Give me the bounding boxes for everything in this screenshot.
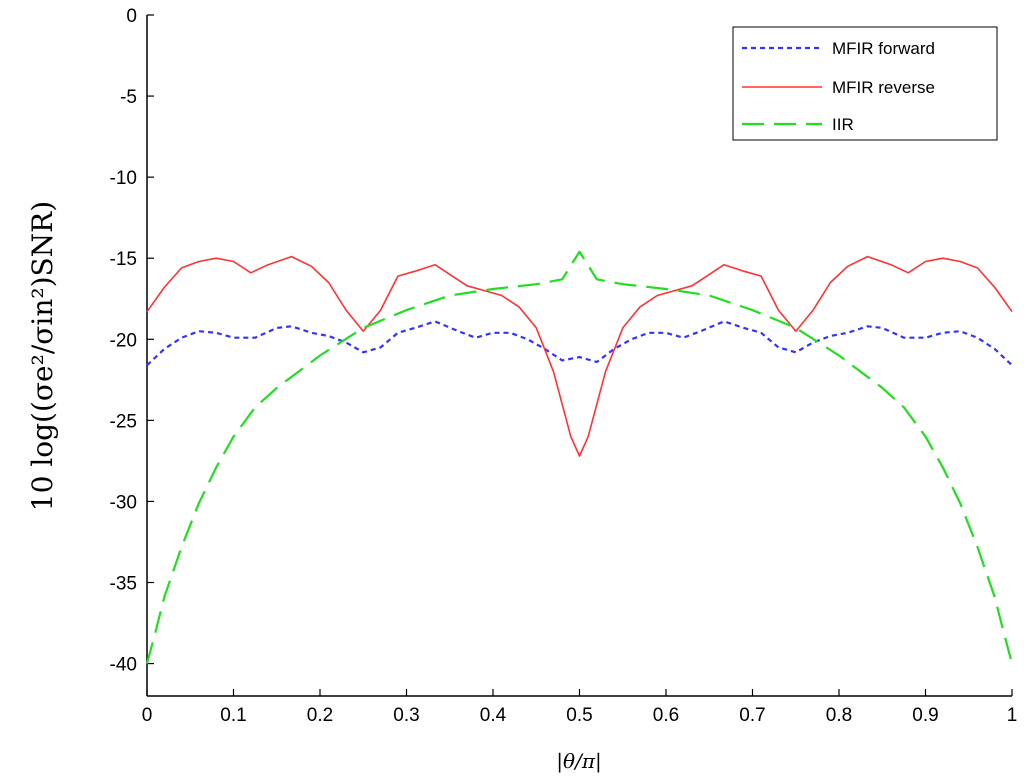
- series-line-mfir-forward: [146, 320, 1013, 367]
- legend: MFIR forward MFIR reverse IIR: [732, 26, 998, 141]
- x-tick-label: 0.4: [480, 705, 507, 726]
- y-tick-label: 0: [126, 6, 137, 27]
- legend-label-iir: IIR: [832, 115, 854, 134]
- legend-label-mfir-forward: MFIR forward: [832, 39, 935, 58]
- x-tick-label: 0.6: [653, 705, 679, 726]
- y-tick-label: -25: [110, 411, 137, 432]
- x-tick-label: 0.2: [307, 705, 333, 726]
- y-tick-label: -40: [110, 655, 137, 676]
- y-tick-label: -5: [120, 87, 137, 108]
- legend-box: [732, 26, 998, 141]
- y-tick-label: -35: [110, 574, 137, 595]
- x-axis-title: |θ/π|: [556, 749, 601, 774]
- series-line-iir: [145, 250, 1014, 664]
- series-line-mfir-reverse: [146, 255, 1013, 457]
- y-tick-label: -10: [110, 168, 137, 189]
- x-tick-label: 0.8: [826, 705, 852, 726]
- x-tick-label: 1: [1007, 705, 1018, 726]
- legend-entries: MFIR forward MFIR reverse IIR: [742, 39, 935, 134]
- y-tick-label: -20: [110, 330, 137, 351]
- x-tick-label: 0.9: [912, 705, 938, 726]
- x-tick-label: 0.7: [739, 705, 765, 726]
- x-tick-label: 0.3: [393, 705, 419, 726]
- x-tick-label: 0: [142, 705, 153, 726]
- y-axis-title: 10 log((σe²/σin²)SNR): [26, 201, 59, 511]
- legend-label-mfir-reverse: MFIR reverse: [832, 78, 935, 97]
- series-layer: [145, 250, 1014, 664]
- y-tick-label: -15: [110, 249, 137, 270]
- y-tick-label: -30: [110, 492, 137, 513]
- x-tick-label: 0.5: [566, 705, 592, 726]
- x-tick-label: 0.1: [220, 705, 246, 726]
- ticks: 0 0.1 0.2 0.3 0.4 0.5 0.6 0.7 0.8 0.9 1 0 -5 -10 -15 -2…: [110, 6, 1018, 726]
